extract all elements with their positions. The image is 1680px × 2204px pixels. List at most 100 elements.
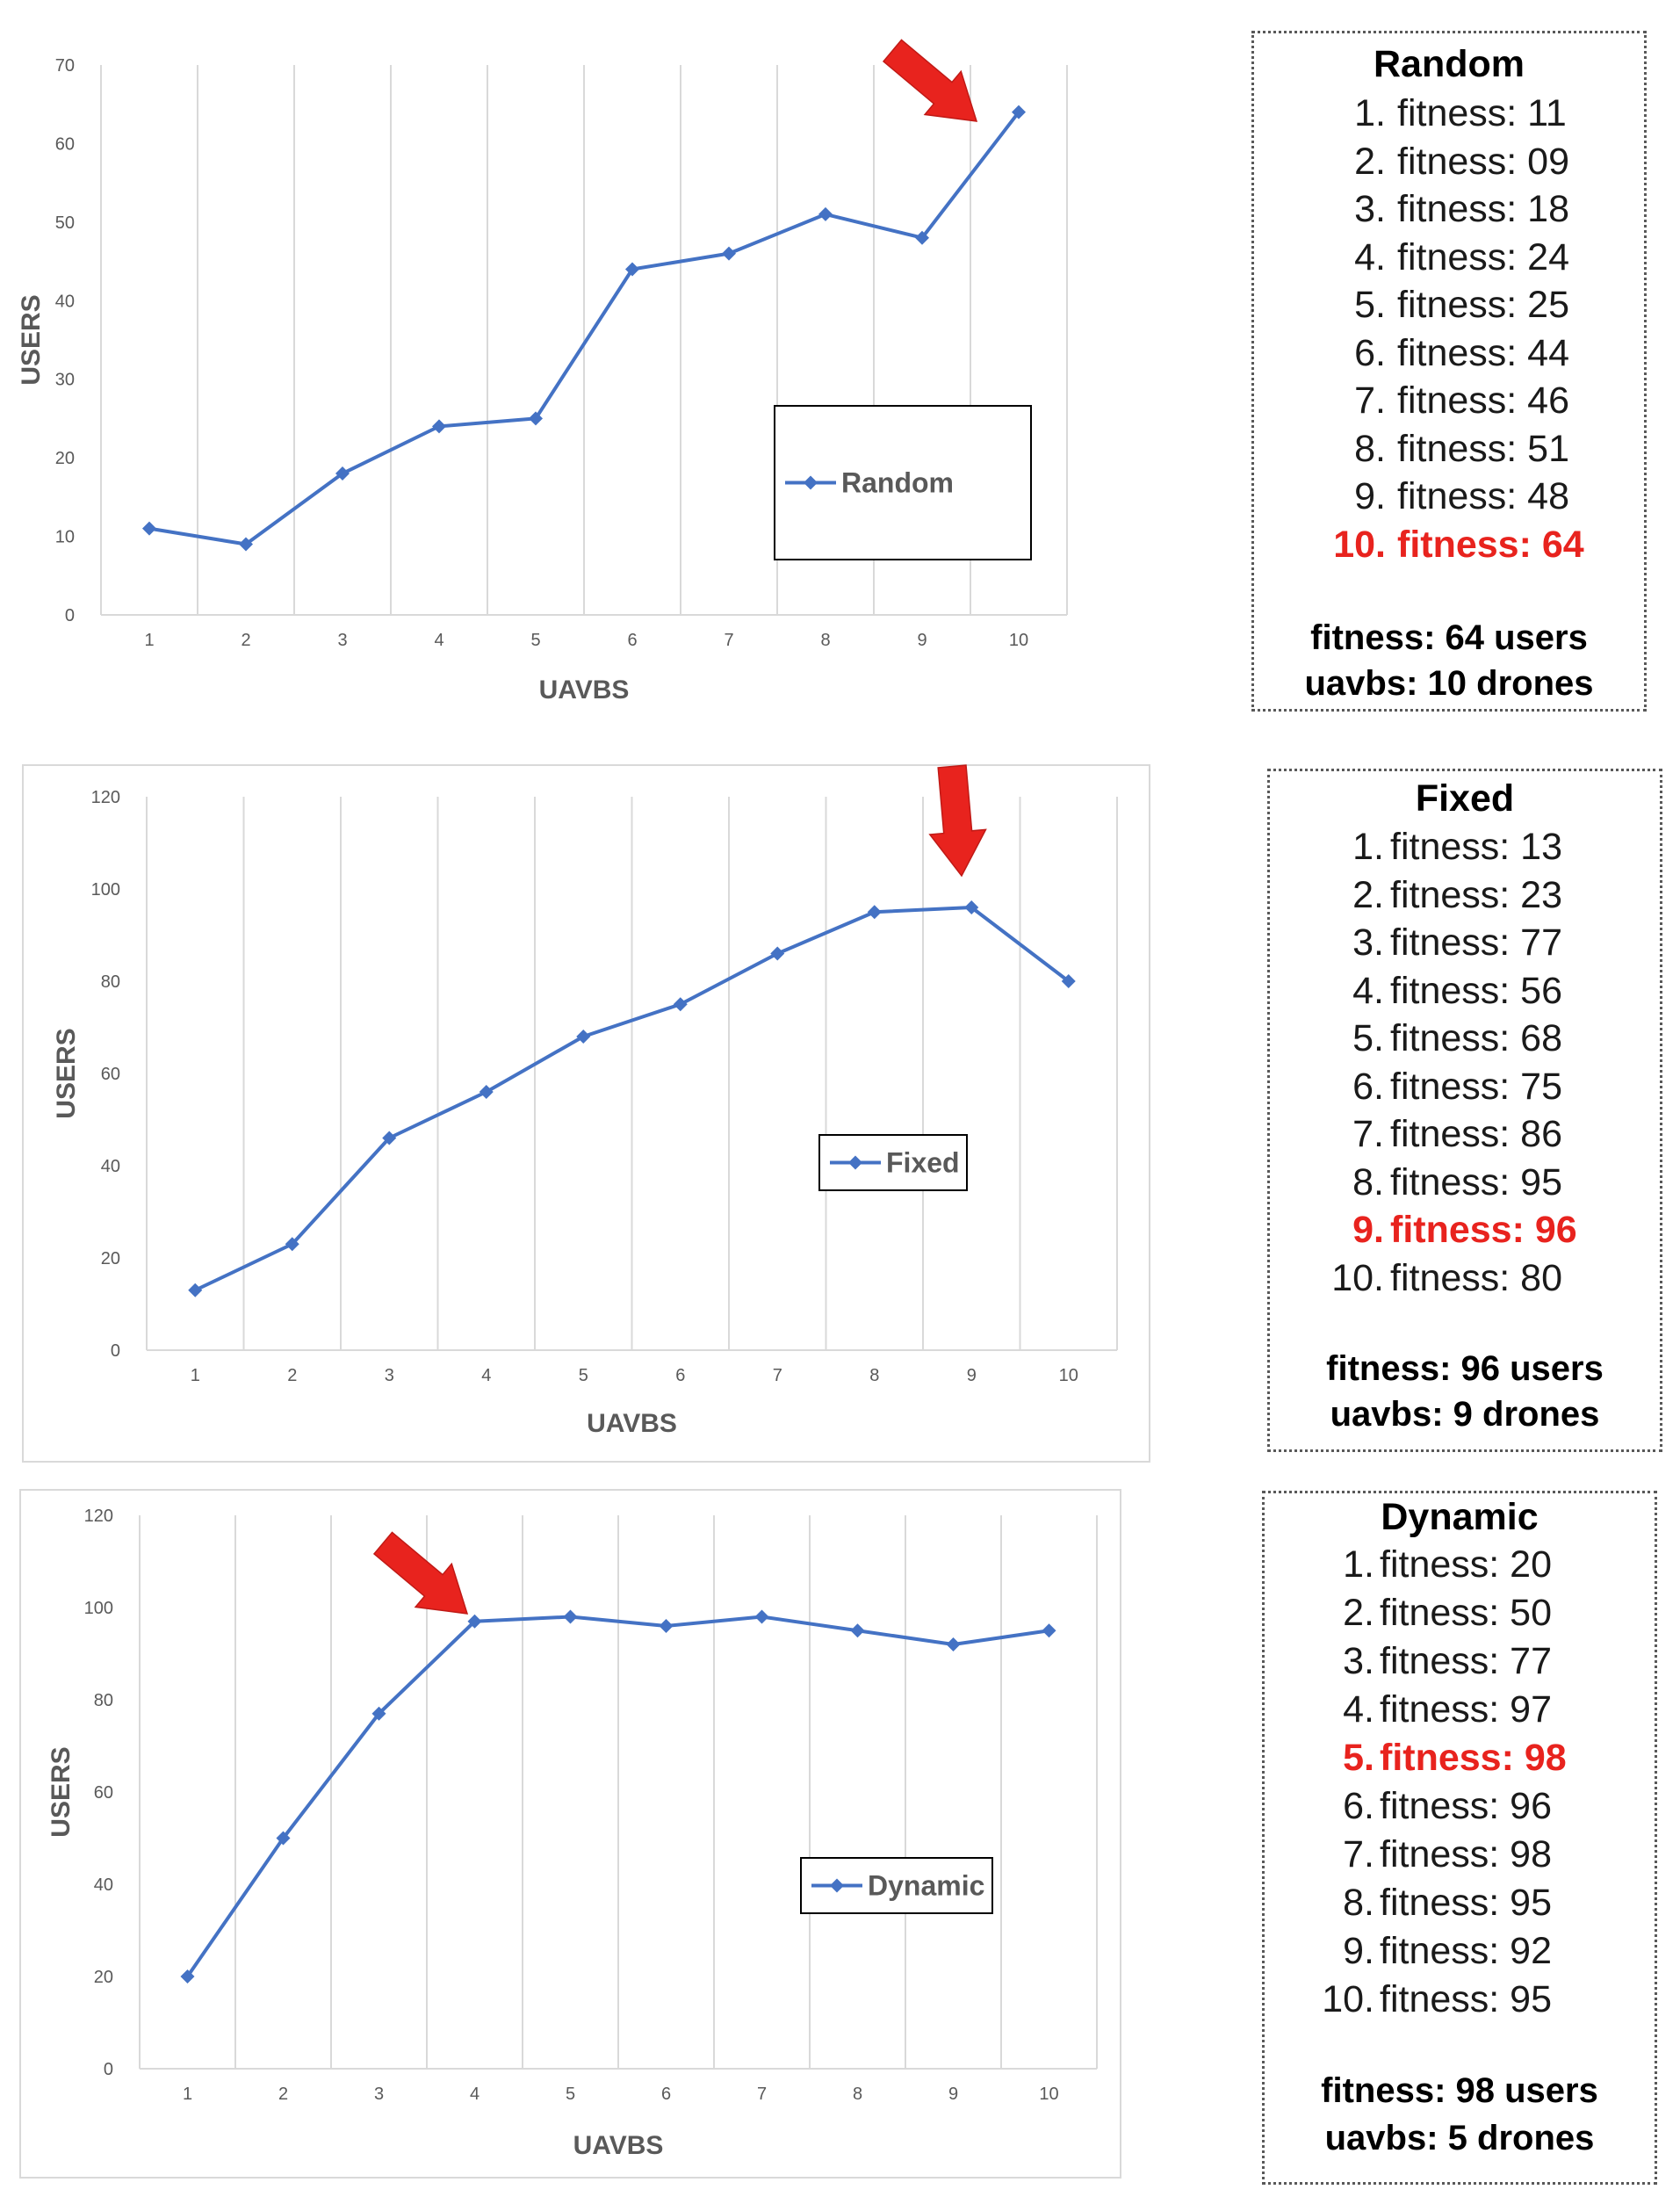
y-tick-label: 30	[55, 371, 75, 390]
x-tick-label: 7	[773, 1366, 782, 1385]
summary-uavbs: uavbs: 9 drones	[1330, 1395, 1600, 1434]
data-point	[770, 946, 785, 961]
data-point	[1042, 1623, 1056, 1638]
fitness-item-text: fitness: 24	[1397, 235, 1569, 278]
data-point	[479, 1085, 494, 1099]
x-tick-label: 1	[183, 2085, 192, 2104]
fitness-item-text: fitness: 77	[1380, 1640, 1552, 1682]
fitness-item-text: fitness: 68	[1390, 1017, 1562, 1059]
x-tick-label: 2	[278, 2085, 288, 2104]
x-tick-label: 5	[530, 631, 540, 650]
fitness-item-text: fitness: 23	[1390, 873, 1562, 916]
x-tick-label: 3	[385, 1366, 394, 1385]
fitness-item-number: 9.	[1352, 1209, 1384, 1251]
x-tick-label: 1	[144, 631, 154, 650]
x-tick-label: 2	[241, 631, 250, 650]
legend-label: Random	[841, 467, 954, 499]
fitness-item-text: fitness: 95	[1390, 1160, 1562, 1203]
y-tick-label: 20	[94, 1968, 113, 1987]
y-tick-label: 100	[91, 880, 120, 900]
fitness-item-number: 5.	[1343, 1737, 1374, 1779]
summary-uavbs: uavbs: 5 drones	[1324, 2119, 1595, 2157]
fitness-item-text: fitness: 46	[1397, 379, 1569, 422]
fitness-item-text: fitness: 95	[1380, 1978, 1552, 2020]
data-point	[188, 1283, 203, 1297]
x-tick-label: 9	[948, 2085, 958, 2104]
series-line	[185, 1615, 1049, 1978]
fitness-item-number: 2.	[1354, 140, 1386, 183]
data-point	[382, 1131, 397, 1145]
fitness-item-number: 5.	[1354, 284, 1386, 326]
fitness-item-number: 7.	[1352, 1113, 1384, 1155]
y-tick-label: 50	[55, 213, 75, 233]
data-point	[673, 997, 688, 1012]
y-tick-label: 70	[55, 56, 75, 76]
x-tick-label: 10	[1059, 1366, 1078, 1385]
x-tick-label: 4	[481, 1366, 491, 1385]
fitness-item-number: 9.	[1354, 475, 1386, 517]
chart-svg: 0 10 20 30 40 50 60 70 1 2 3 4 5 6 7 8 9 10 UAVBS USERS Rand…	[17, 39, 1068, 705]
fitness-item-number: 3.	[1352, 921, 1384, 964]
fitness-item-number: 2.	[1352, 873, 1384, 916]
fitness-item-number: 8.	[1354, 427, 1386, 470]
fitness-item-text: fitness: 75	[1390, 1065, 1562, 1108]
data-point	[563, 1609, 578, 1624]
summary-fitness: fitness: 98 users	[1321, 2071, 1598, 2110]
data-point	[1061, 974, 1076, 988]
chart-svg: 0 20 40 60 80 100 120 1 2 3 4 5 6 7 8 9 10 UAVBS USERS Dyna…	[47, 1507, 1098, 2160]
fitness-item-text: fitness: 56	[1390, 969, 1562, 1012]
x-tick-label: 10	[1009, 631, 1028, 650]
panel-title: Random	[1374, 43, 1525, 85]
highlight-arrow	[928, 764, 987, 878]
x-tick-label: 7	[724, 631, 733, 650]
y-tick-label: 80	[101, 972, 120, 992]
x-tick-label: 10	[1039, 2085, 1058, 2104]
data-point	[754, 1609, 769, 1624]
fitness-item-number: 5.	[1352, 1017, 1384, 1059]
fitness-item-text: fitness: 25	[1397, 284, 1569, 326]
fitness-item-number: 4.	[1343, 1688, 1374, 1731]
data-point	[276, 1831, 291, 1846]
y-axis-title: USERS	[47, 1746, 76, 1837]
x-tick-label: 5	[566, 2085, 575, 2104]
data-point	[722, 246, 736, 261]
fitness-item-text: fitness: 18	[1397, 188, 1569, 230]
fitness-item-number: 7.	[1354, 379, 1386, 422]
series-line	[148, 111, 1020, 546]
data-point	[142, 521, 156, 536]
data-point	[180, 1969, 195, 1984]
fitness-item-text: fitness: 98	[1380, 1833, 1552, 1875]
fitness-item-number: 4.	[1352, 969, 1384, 1012]
y-tick-label: 0	[111, 1341, 120, 1361]
fitness-item-number: 10.	[1322, 1978, 1374, 2020]
y-tick-label: 0	[65, 606, 75, 625]
y-tick-label: 40	[94, 1875, 113, 1895]
data-point	[285, 1237, 299, 1252]
fitness-item-number: 7.	[1343, 1833, 1374, 1875]
fitness-item-text: fitness: 50	[1380, 1592, 1552, 1634]
x-axis-title: UAVBS	[573, 2131, 664, 2160]
y-tick-label: 40	[101, 1157, 120, 1176]
data-point	[432, 419, 446, 434]
fitness-item-number: 1.	[1354, 92, 1386, 134]
x-tick-label: 8	[869, 1366, 879, 1385]
fitness-item-text: fitness: 51	[1397, 427, 1569, 470]
x-axis-title: UAVBS	[539, 676, 630, 705]
x-tick-label: 3	[337, 631, 347, 650]
fitness-item-text: fitness: 96	[1390, 1209, 1577, 1251]
fitness-item-number: 3.	[1354, 188, 1386, 230]
fitness-item-number: 9.	[1343, 1930, 1374, 1972]
x-tick-label: 4	[470, 2085, 479, 2104]
y-tick-label: 20	[101, 1249, 120, 1268]
fitness-item-text: fitness: 80	[1390, 1256, 1562, 1299]
y-tick-label: 60	[101, 1065, 120, 1084]
fitness-item-number: 1.	[1352, 826, 1384, 868]
data-point	[239, 537, 253, 552]
data-point	[915, 230, 929, 245]
y-tick-label: 100	[84, 1599, 113, 1618]
fitness-item-text: fitness: 98	[1380, 1737, 1567, 1779]
legend-marker	[804, 475, 818, 490]
data-point	[1012, 105, 1026, 119]
summary-fitness: fitness: 96 users	[1326, 1349, 1604, 1388]
data-point	[659, 1619, 674, 1633]
